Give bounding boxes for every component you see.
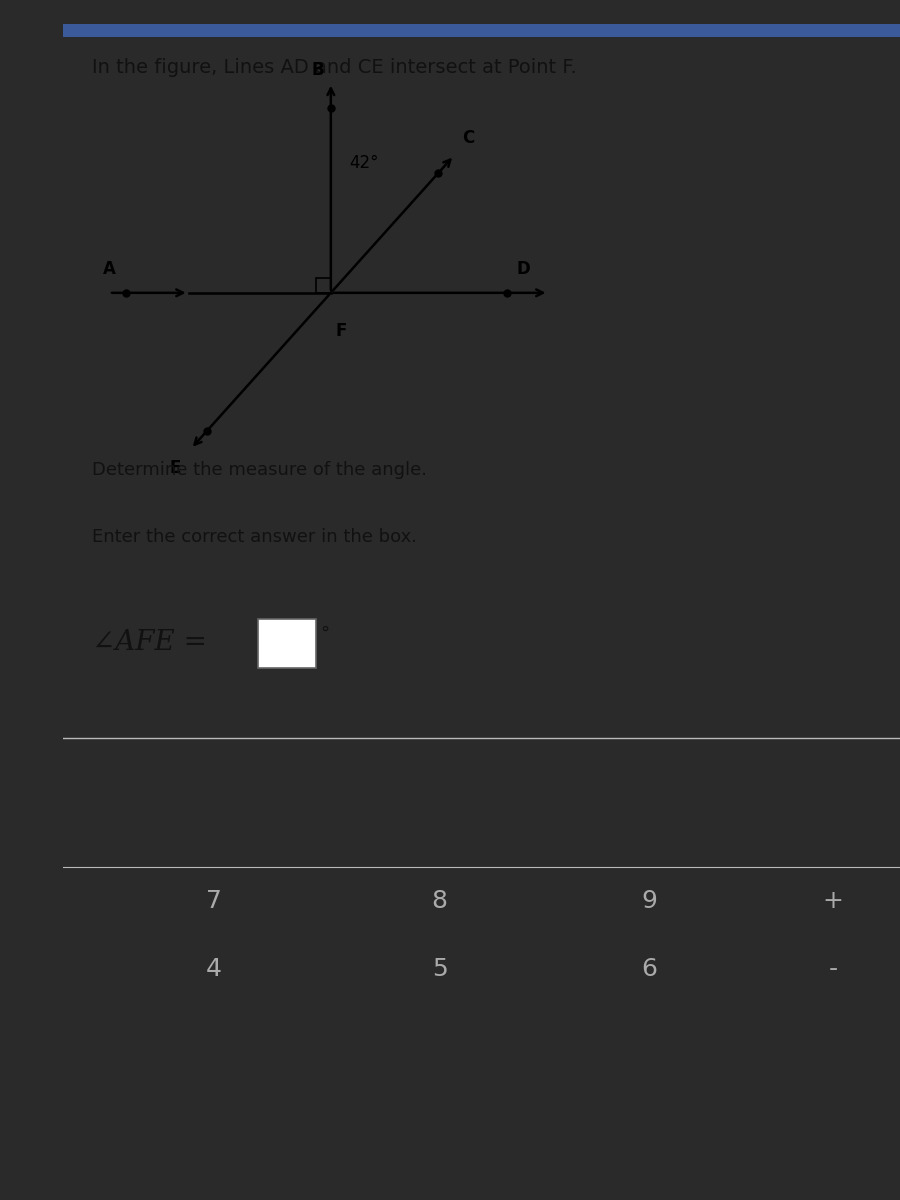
Text: 5: 5 bbox=[432, 958, 447, 982]
Bar bbox=[63, 24, 900, 36]
Text: 7: 7 bbox=[206, 889, 221, 913]
Text: D: D bbox=[517, 259, 530, 277]
Text: ∠AFE =: ∠AFE = bbox=[93, 629, 207, 655]
FancyBboxPatch shape bbox=[258, 619, 316, 668]
Text: °: ° bbox=[320, 624, 329, 642]
Text: F: F bbox=[335, 322, 346, 340]
Text: B: B bbox=[312, 60, 325, 78]
Text: 4: 4 bbox=[206, 958, 221, 982]
Text: Determine the measure of the angle.: Determine the measure of the angle. bbox=[93, 461, 428, 479]
Text: Enter the correct answer in the box.: Enter the correct answer in the box. bbox=[93, 528, 418, 546]
Text: In the figure, Lines AD and CE intersect at Point F.: In the figure, Lines AD and CE intersect… bbox=[93, 58, 577, 77]
Text: 6: 6 bbox=[641, 958, 657, 982]
Text: A: A bbox=[103, 259, 115, 277]
Text: 42°: 42° bbox=[349, 154, 379, 172]
Text: +: + bbox=[823, 889, 843, 913]
Text: 9: 9 bbox=[641, 889, 657, 913]
Bar bbox=[316, 277, 331, 293]
Text: E: E bbox=[169, 458, 181, 476]
Text: 8: 8 bbox=[432, 889, 447, 913]
Text: -: - bbox=[829, 958, 838, 982]
Text: C: C bbox=[463, 130, 474, 148]
